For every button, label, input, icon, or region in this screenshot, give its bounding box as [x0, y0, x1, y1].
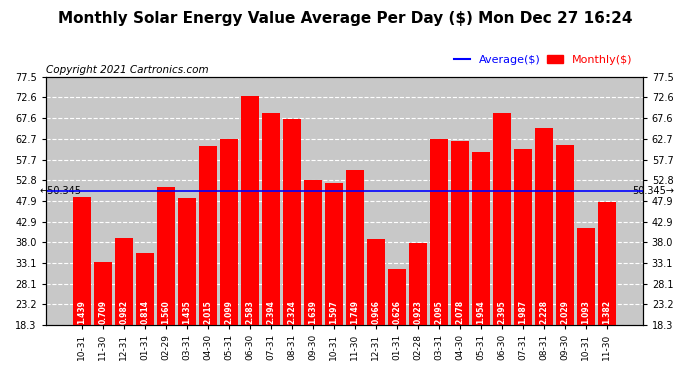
Text: 2.394: 2.394	[266, 300, 275, 324]
Text: 1.749: 1.749	[351, 300, 359, 324]
Text: 1.987: 1.987	[518, 300, 527, 324]
Text: 0.814: 0.814	[140, 300, 149, 324]
Bar	[408, 243, 426, 325]
Bar	[472, 152, 490, 325]
Bar	[325, 183, 343, 325]
Text: 1.439: 1.439	[77, 300, 86, 324]
Bar	[493, 113, 511, 325]
Text: Copyright 2021 Cartronics.com: Copyright 2021 Cartronics.com	[46, 64, 208, 75]
Bar	[157, 187, 175, 325]
Text: 2.395: 2.395	[497, 300, 506, 324]
Text: 0.923: 0.923	[413, 300, 422, 324]
Text: 0.966: 0.966	[371, 300, 380, 324]
Bar	[241, 96, 259, 325]
Bar	[220, 139, 238, 325]
Bar	[514, 149, 531, 325]
Bar	[367, 239, 384, 325]
Text: 0.709: 0.709	[99, 300, 108, 324]
Text: 1.954: 1.954	[476, 300, 485, 324]
Bar	[304, 180, 322, 325]
Text: 2.095: 2.095	[434, 300, 443, 324]
Text: 2.583: 2.583	[245, 300, 255, 324]
Bar	[178, 198, 196, 325]
Bar	[115, 238, 132, 325]
Text: 2.228: 2.228	[539, 300, 548, 324]
Bar	[346, 170, 364, 325]
Legend: Average($), Monthly($): Average($), Monthly($)	[449, 50, 637, 69]
Bar	[577, 228, 595, 325]
Text: 1.597: 1.597	[329, 300, 338, 324]
Text: 2.324: 2.324	[287, 300, 296, 324]
Text: 1.382: 1.382	[602, 300, 611, 324]
Text: 0.982: 0.982	[119, 300, 128, 324]
Bar	[73, 197, 91, 325]
Text: 0.626: 0.626	[392, 300, 402, 324]
Bar	[136, 253, 154, 325]
Text: 2.029: 2.029	[560, 300, 569, 324]
Text: 2.099: 2.099	[224, 300, 233, 324]
Bar	[430, 140, 448, 325]
Text: ←50.345: ←50.345	[39, 186, 81, 196]
Bar	[535, 128, 553, 325]
Text: 1.639: 1.639	[308, 300, 317, 324]
Text: 1.435: 1.435	[182, 300, 191, 324]
Text: 2.015: 2.015	[204, 300, 213, 324]
Text: 1.560: 1.560	[161, 300, 170, 324]
Bar	[283, 119, 301, 325]
Bar	[451, 141, 469, 325]
Bar	[388, 269, 406, 325]
Bar	[94, 262, 112, 325]
Text: 2.078: 2.078	[455, 300, 464, 324]
Bar	[199, 147, 217, 325]
Text: Monthly Solar Energy Value Average Per Day ($) Mon Dec 27 16:24: Monthly Solar Energy Value Average Per D…	[58, 11, 632, 26]
Bar	[262, 113, 279, 325]
Text: 50.345→: 50.345→	[632, 186, 674, 196]
Bar	[598, 202, 615, 325]
Text: 1.093: 1.093	[581, 300, 590, 324]
Bar	[555, 145, 573, 325]
